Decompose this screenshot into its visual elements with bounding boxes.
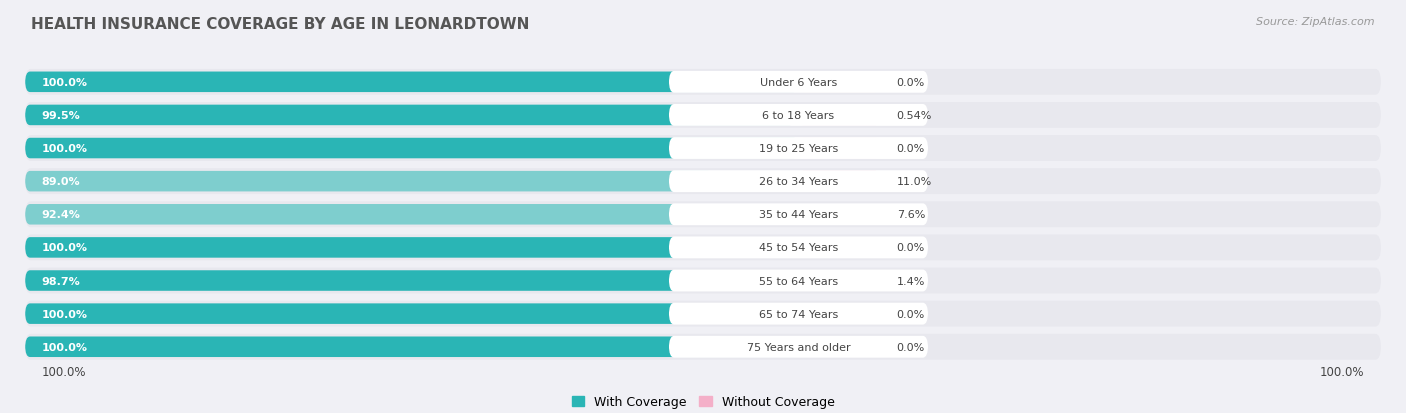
FancyBboxPatch shape bbox=[669, 270, 928, 292]
FancyBboxPatch shape bbox=[25, 171, 713, 192]
FancyBboxPatch shape bbox=[25, 70, 1381, 95]
FancyBboxPatch shape bbox=[799, 337, 880, 357]
FancyBboxPatch shape bbox=[25, 237, 799, 258]
Legend: With Coverage, Without Coverage: With Coverage, Without Coverage bbox=[567, 390, 839, 413]
FancyBboxPatch shape bbox=[799, 105, 880, 126]
Text: 55 to 64 Years: 55 to 64 Years bbox=[759, 276, 838, 286]
Text: 100.0%: 100.0% bbox=[42, 365, 86, 378]
Text: 0.0%: 0.0% bbox=[897, 78, 925, 88]
FancyBboxPatch shape bbox=[25, 136, 1381, 161]
FancyBboxPatch shape bbox=[25, 304, 799, 324]
Text: 1.4%: 1.4% bbox=[897, 276, 925, 286]
Text: 26 to 34 Years: 26 to 34 Years bbox=[759, 177, 838, 187]
FancyBboxPatch shape bbox=[25, 169, 1381, 195]
FancyBboxPatch shape bbox=[25, 337, 799, 357]
FancyBboxPatch shape bbox=[25, 138, 799, 159]
Text: 0.0%: 0.0% bbox=[897, 309, 925, 319]
Text: 100.0%: 100.0% bbox=[42, 78, 87, 88]
Text: 75 Years and older: 75 Years and older bbox=[747, 342, 851, 352]
FancyBboxPatch shape bbox=[669, 171, 928, 192]
Text: 99.5%: 99.5% bbox=[42, 111, 80, 121]
Text: 19 to 25 Years: 19 to 25 Years bbox=[759, 144, 838, 154]
FancyBboxPatch shape bbox=[669, 336, 928, 358]
Text: Under 6 Years: Under 6 Years bbox=[759, 78, 837, 88]
FancyBboxPatch shape bbox=[799, 237, 880, 258]
Text: 0.0%: 0.0% bbox=[897, 243, 925, 253]
Text: 100.0%: 100.0% bbox=[1320, 365, 1364, 378]
Text: 0.0%: 0.0% bbox=[897, 144, 925, 154]
FancyBboxPatch shape bbox=[799, 138, 880, 159]
Text: 0.0%: 0.0% bbox=[897, 342, 925, 352]
Text: 92.4%: 92.4% bbox=[42, 210, 80, 220]
FancyBboxPatch shape bbox=[669, 138, 928, 159]
FancyBboxPatch shape bbox=[799, 271, 880, 291]
Text: HEALTH INSURANCE COVERAGE BY AGE IN LEONARDTOWN: HEALTH INSURANCE COVERAGE BY AGE IN LEON… bbox=[31, 17, 529, 31]
FancyBboxPatch shape bbox=[25, 103, 1381, 128]
FancyBboxPatch shape bbox=[799, 304, 880, 324]
FancyBboxPatch shape bbox=[669, 105, 928, 126]
Text: 100.0%: 100.0% bbox=[42, 309, 87, 319]
FancyBboxPatch shape bbox=[669, 303, 928, 325]
Text: Source: ZipAtlas.com: Source: ZipAtlas.com bbox=[1257, 17, 1375, 26]
FancyBboxPatch shape bbox=[669, 237, 928, 259]
Text: 45 to 54 Years: 45 to 54 Years bbox=[759, 243, 838, 253]
Text: 0.54%: 0.54% bbox=[897, 111, 932, 121]
FancyBboxPatch shape bbox=[25, 271, 789, 291]
FancyBboxPatch shape bbox=[25, 202, 1381, 228]
FancyBboxPatch shape bbox=[25, 235, 1381, 261]
Text: 100.0%: 100.0% bbox=[42, 243, 87, 253]
FancyBboxPatch shape bbox=[799, 171, 880, 192]
Text: 7.6%: 7.6% bbox=[897, 210, 925, 220]
Text: 100.0%: 100.0% bbox=[42, 144, 87, 154]
FancyBboxPatch shape bbox=[25, 301, 1381, 327]
Text: 11.0%: 11.0% bbox=[897, 177, 932, 187]
FancyBboxPatch shape bbox=[799, 72, 880, 93]
FancyBboxPatch shape bbox=[799, 204, 880, 225]
Text: 65 to 74 Years: 65 to 74 Years bbox=[759, 309, 838, 319]
Text: 98.7%: 98.7% bbox=[42, 276, 80, 286]
FancyBboxPatch shape bbox=[669, 204, 928, 225]
Text: 100.0%: 100.0% bbox=[42, 342, 87, 352]
FancyBboxPatch shape bbox=[25, 105, 794, 126]
FancyBboxPatch shape bbox=[669, 72, 928, 93]
FancyBboxPatch shape bbox=[25, 72, 799, 93]
Text: 6 to 18 Years: 6 to 18 Years bbox=[762, 111, 835, 121]
Text: 89.0%: 89.0% bbox=[42, 177, 80, 187]
FancyBboxPatch shape bbox=[25, 268, 1381, 294]
FancyBboxPatch shape bbox=[25, 334, 1381, 360]
FancyBboxPatch shape bbox=[25, 204, 740, 225]
Text: 35 to 44 Years: 35 to 44 Years bbox=[759, 210, 838, 220]
